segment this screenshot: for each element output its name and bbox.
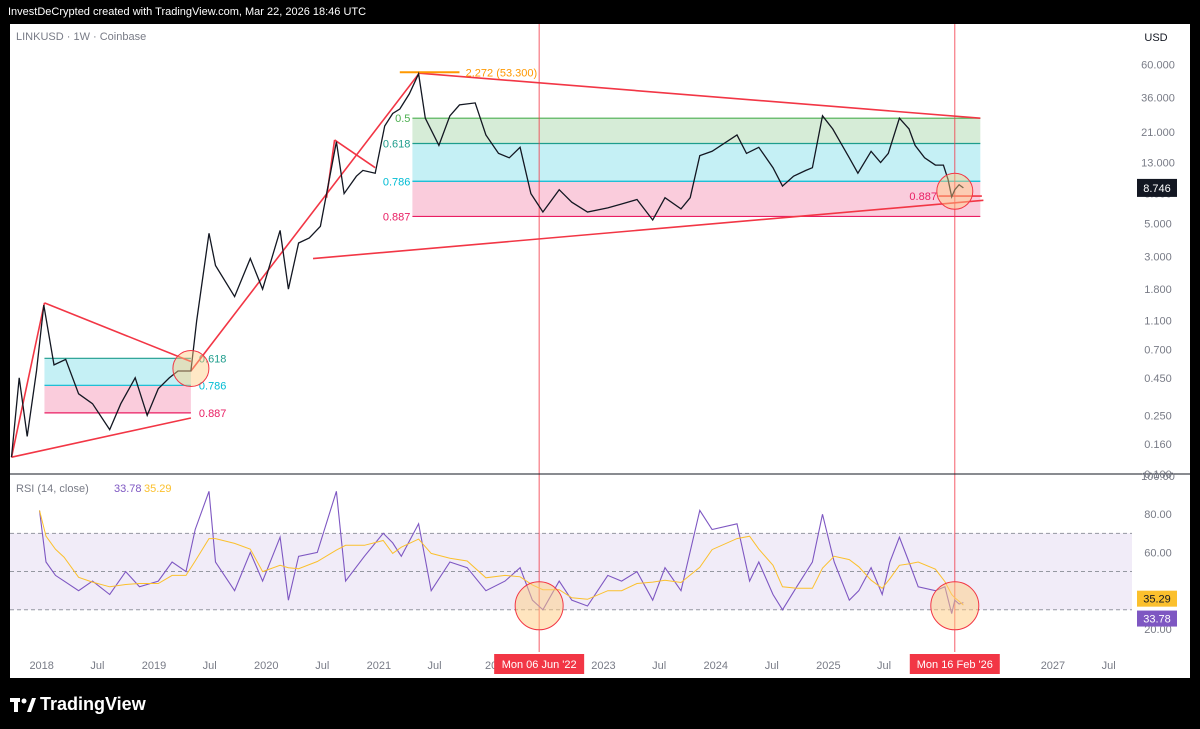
- fib-zone-1-level-2-label: 0.786: [383, 176, 411, 188]
- price-axis-tick-7: 3.000: [1144, 251, 1172, 263]
- price-axis-tick-1: 60.000: [1141, 60, 1175, 72]
- rsi-ma-value-label: 35.29: [144, 483, 172, 495]
- currency-button[interactable]: USD: [1138, 28, 1174, 48]
- fib-zone-1-level-3-label: 0.887: [383, 211, 411, 223]
- time-axis-tick-9: 2023: [591, 660, 615, 672]
- fib-zone-1-level-0-label: 0.5: [395, 113, 410, 125]
- chart-credit-text: InvestDeCrypted created with TradingView…: [8, 6, 367, 18]
- time-axis-tick-5: Jul: [315, 660, 329, 672]
- time-axis-tick-6: 2021: [367, 660, 391, 672]
- rsi-highlight-circle-1: [930, 581, 980, 631]
- fib-0887-recent-label: 0.887: [909, 191, 937, 203]
- chart-svg[interactable]: 0.618 0.786 0.887 0.5 0.618 0.786 0.887 2.272 (…: [10, 24, 1190, 678]
- last-price-tag: [1137, 178, 1177, 197]
- time-axis-tick-16: Jul: [1102, 660, 1116, 672]
- rsi-title: RSI (14, close): [16, 483, 89, 495]
- fib-zone-0-level-1-label: 0.786: [199, 380, 227, 392]
- trendline-5: [312, 199, 984, 260]
- fib-zone-1-band-1: [412, 143, 981, 182]
- price-axis-tick-11: 0.450: [1144, 373, 1172, 385]
- time-axis-tick-2: 2019: [142, 660, 166, 672]
- rsi-ma-tag: [1137, 590, 1177, 607]
- fib-zone-1-band-0: [412, 118, 981, 144]
- trendline-1: [10, 302, 46, 458]
- time-axis-tick-7: Jul: [428, 660, 442, 672]
- chart-area[interactable]: 0.618 0.786 0.887 0.5 0.618 0.786 0.887 2.272 (…: [10, 24, 1190, 678]
- time-axis-tick-14: Jul: [877, 660, 891, 672]
- price-axis-tick-12: 0.250: [1144, 410, 1172, 422]
- price-axis-tick-9: 1.100: [1144, 316, 1172, 328]
- vertical-marker-1-date-bg: [909, 654, 1000, 674]
- price-axis-tick-2: 36.000: [1141, 92, 1175, 104]
- fib-extension-label: 2.272 (53.300): [466, 67, 538, 79]
- fib-zone-1-band-2: [412, 181, 981, 217]
- time-axis-tick-11: 2024: [704, 660, 728, 672]
- tradingview-logo-icon: [10, 698, 36, 712]
- rsi-axis-tick-0: 100.00: [1141, 471, 1175, 483]
- brand-bar: TradingView: [0, 678, 1200, 729]
- rsi-ma-tag-label: 35.29: [1143, 594, 1171, 606]
- rsi-highlight-circle-0: [514, 581, 564, 631]
- tradingview-wordmark: TradingView: [40, 694, 146, 714]
- price-axis-tick-14: 0.100: [1144, 469, 1172, 481]
- trendline-0: [11, 417, 192, 458]
- price-axis-tick-6: 5.000: [1144, 219, 1172, 231]
- trendline-3: [190, 72, 420, 372]
- rsi-tag-label: 33.78: [1143, 614, 1171, 626]
- price-axis-tick-3: 21.000: [1141, 127, 1175, 139]
- fib-zone-0-level-0-label: 0.618: [199, 353, 227, 365]
- fib-zone-0-band-1: [44, 385, 191, 413]
- last-price-label: 8.746: [1143, 183, 1171, 195]
- time-axis-tick-4: 2020: [254, 660, 278, 672]
- fib-zone-1-level-1-label: 0.618: [383, 139, 411, 151]
- price-axis-tick-8: 1.800: [1144, 284, 1172, 296]
- chart-credit-bar: InvestDeCrypted created with TradingView…: [0, 0, 1200, 24]
- price-highlight-circle-1: [936, 172, 974, 210]
- vertical-marker-0-date-label: Mon 06 Jun '22: [502, 659, 577, 671]
- price-axis-tick-10: 0.700: [1144, 344, 1172, 356]
- price-highlight-circle-0: [172, 350, 210, 388]
- rsi-axis-tick-1: 80.00: [1144, 509, 1172, 521]
- chart-title: LINKUSD · 1W · Coinbase: [16, 31, 146, 43]
- price-axis-tick-4: 13.000: [1141, 158, 1175, 170]
- rsi-value-label: 33.78: [114, 483, 142, 495]
- trendline-6: [334, 139, 376, 169]
- fib-zone-0-level-2-label: 0.887: [199, 408, 227, 420]
- rsi-axis-tick-3: 20.00: [1144, 624, 1172, 636]
- time-axis-tick-1: Jul: [90, 660, 104, 672]
- rsi-axis-tick-2: 60.00: [1144, 547, 1172, 559]
- time-axis-tick-0: 2018: [29, 660, 53, 672]
- time-axis-tick-13: 2025: [816, 660, 840, 672]
- rsi-tag: [1137, 610, 1177, 627]
- time-axis-tick-10: Jul: [652, 660, 666, 672]
- price-axis-tick-13: 0.160: [1144, 439, 1172, 451]
- time-axis-tick-12: Jul: [765, 660, 779, 672]
- time-axis-tick-15: 2027: [1041, 660, 1065, 672]
- vertical-marker-0-date-bg: [494, 654, 585, 674]
- trendline-2: [44, 302, 192, 363]
- time-axis-tick-3: Jul: [203, 660, 217, 672]
- trendline-4: [419, 72, 981, 119]
- vertical-marker-1-date-label: Mon 16 Feb '26: [917, 659, 993, 671]
